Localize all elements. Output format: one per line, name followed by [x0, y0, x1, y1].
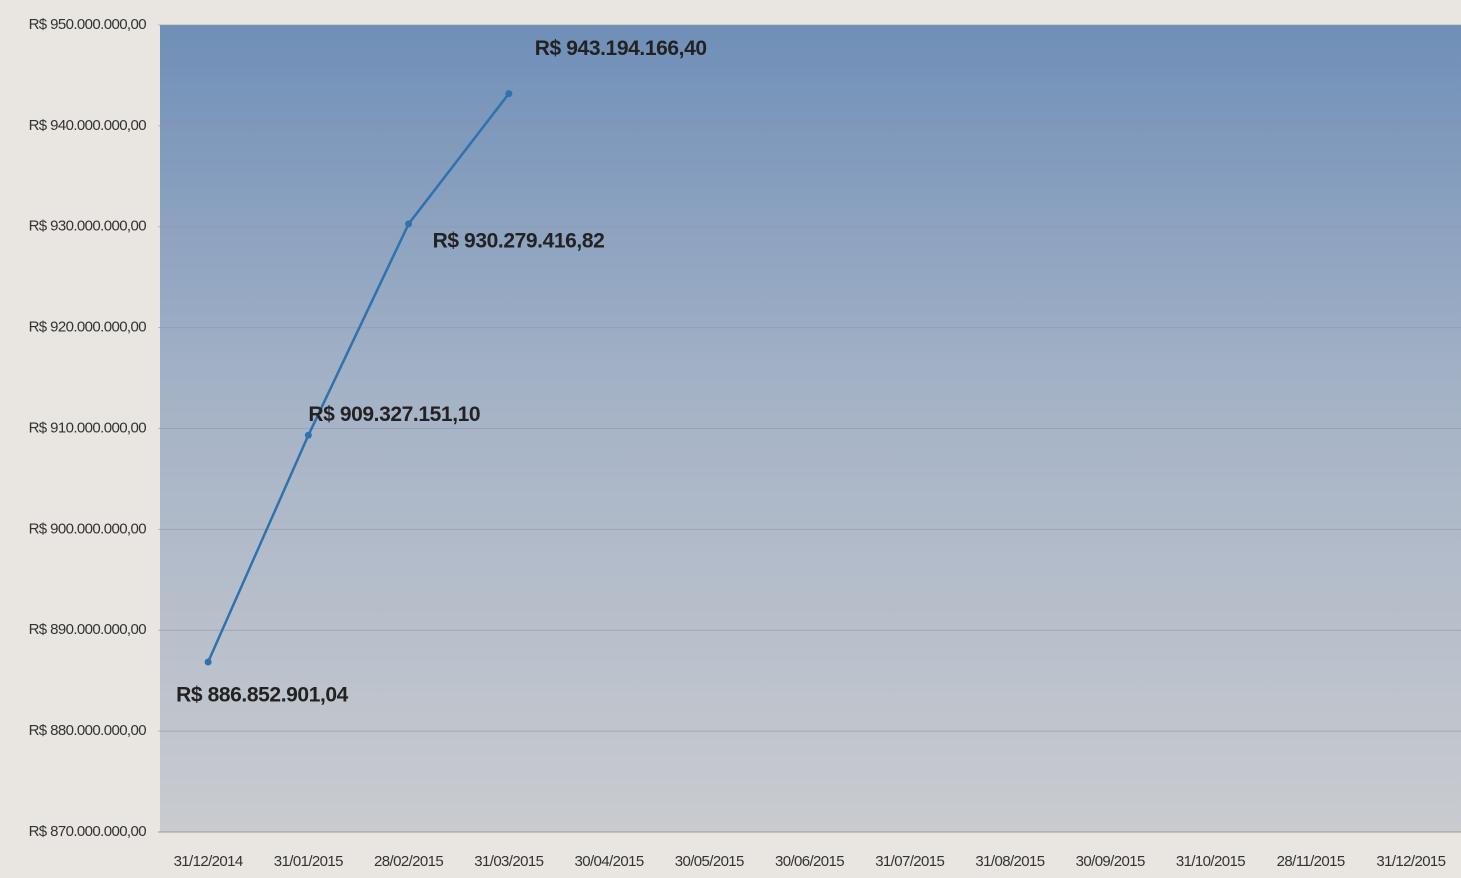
x-tick-label: 31/07/2015 — [875, 853, 944, 870]
x-tick-label: 31/03/2015 — [474, 853, 543, 870]
y-tick-label: R$ 940.000.000,00 — [29, 117, 147, 134]
x-tick-label: 30/05/2015 — [675, 853, 744, 870]
y-tick-label: R$ 900.000.000,00 — [29, 520, 147, 537]
data-line — [206, 92, 510, 663]
x-tick-label: 30/04/2015 — [574, 853, 643, 870]
data-point — [204, 658, 212, 666]
x-tick-label: 31/01/2015 — [274, 853, 343, 870]
x-tick-label: 31/10/2015 — [1176, 853, 1245, 870]
data-label: R$ 886.852.901,04 — [176, 684, 349, 707]
x-tick-label: 31/12/2014 — [174, 853, 243, 870]
data-point — [405, 220, 413, 228]
x-tick-label: 31/12/2015 — [1376, 853, 1445, 870]
x-tick-label: 28/02/2015 — [374, 853, 443, 870]
data-point — [304, 431, 312, 439]
y-tick-label: R$ 880.000.000,00 — [29, 722, 147, 739]
x-tick-label: 30/06/2015 — [775, 853, 844, 870]
x-tick-label: 30/09/2015 — [1076, 853, 1145, 870]
x-tick-label: 31/08/2015 — [975, 853, 1044, 870]
y-tick-label: R$ 930.000.000,00 — [29, 218, 147, 235]
y-tick-label: R$ 910.000.000,00 — [29, 419, 147, 436]
x-tick-label: 28/11/2015 — [1277, 853, 1345, 870]
data-label: R$ 930.279.416,82 — [433, 229, 605, 252]
data-label: R$ 909.327.151,10 — [308, 403, 480, 426]
data-label: R$ 943.194.166,40 — [535, 37, 707, 60]
y-tick-label: R$ 920.000.000,00 — [29, 319, 147, 336]
y-tick-label: R$ 890.000.000,00 — [29, 621, 147, 638]
y-tick-label: R$ 870.000.000,00 — [29, 823, 147, 840]
y-tick-label: R$ 950.000.000,00 — [29, 16, 147, 33]
data-point — [505, 90, 513, 98]
